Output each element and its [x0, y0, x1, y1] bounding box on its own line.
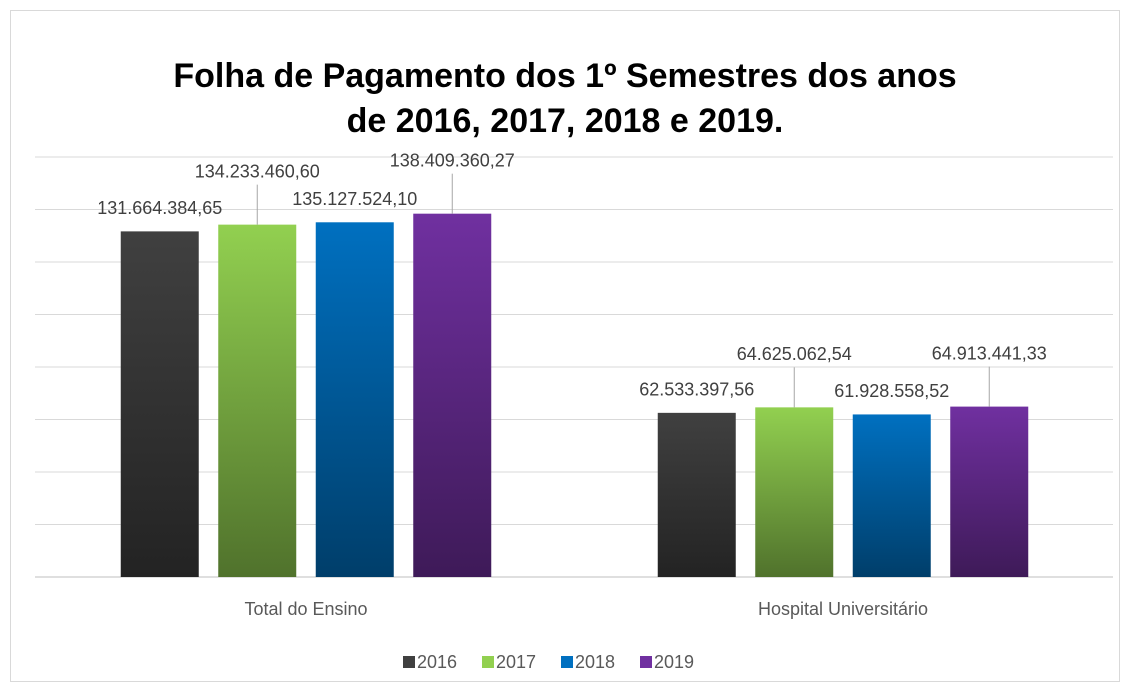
data-label: 62.533.397,56: [639, 380, 754, 400]
x-tick-label: Hospital Universitário: [758, 599, 928, 619]
bar: [852, 414, 931, 577]
chart-title: Folha de Pagamento dos 1º Semestres dos …: [173, 57, 956, 95]
data-label: 134.233.460,60: [195, 161, 320, 181]
bar: [120, 231, 199, 578]
bar: [950, 406, 1029, 577]
chart-title: de 2016, 2017, 2018 e 2019.: [347, 102, 784, 140]
legend-swatch: [561, 656, 573, 668]
bar: [657, 412, 736, 577]
legend-label: 2016: [417, 652, 457, 672]
legend-label: 2019: [654, 652, 694, 672]
data-label: 64.913.441,33: [932, 343, 1047, 363]
data-label: 131.664.384,65: [97, 198, 222, 218]
x-tick-label: Total do Ensino: [244, 599, 367, 619]
data-label: 61.928.558,52: [834, 381, 949, 401]
data-label: 64.625.062,54: [737, 344, 852, 364]
bar: [218, 224, 297, 578]
bar: [413, 213, 492, 578]
legend-swatch: [482, 656, 494, 668]
legend-label: 2017: [496, 652, 536, 672]
bar: [315, 222, 394, 577]
legend-swatch: [640, 656, 652, 668]
bar: [755, 407, 834, 577]
data-label: 138.409.360,27: [390, 150, 515, 170]
legend-label: 2018: [575, 652, 615, 672]
legend-swatch: [403, 656, 415, 668]
data-label: 135.127.524,10: [292, 189, 417, 209]
